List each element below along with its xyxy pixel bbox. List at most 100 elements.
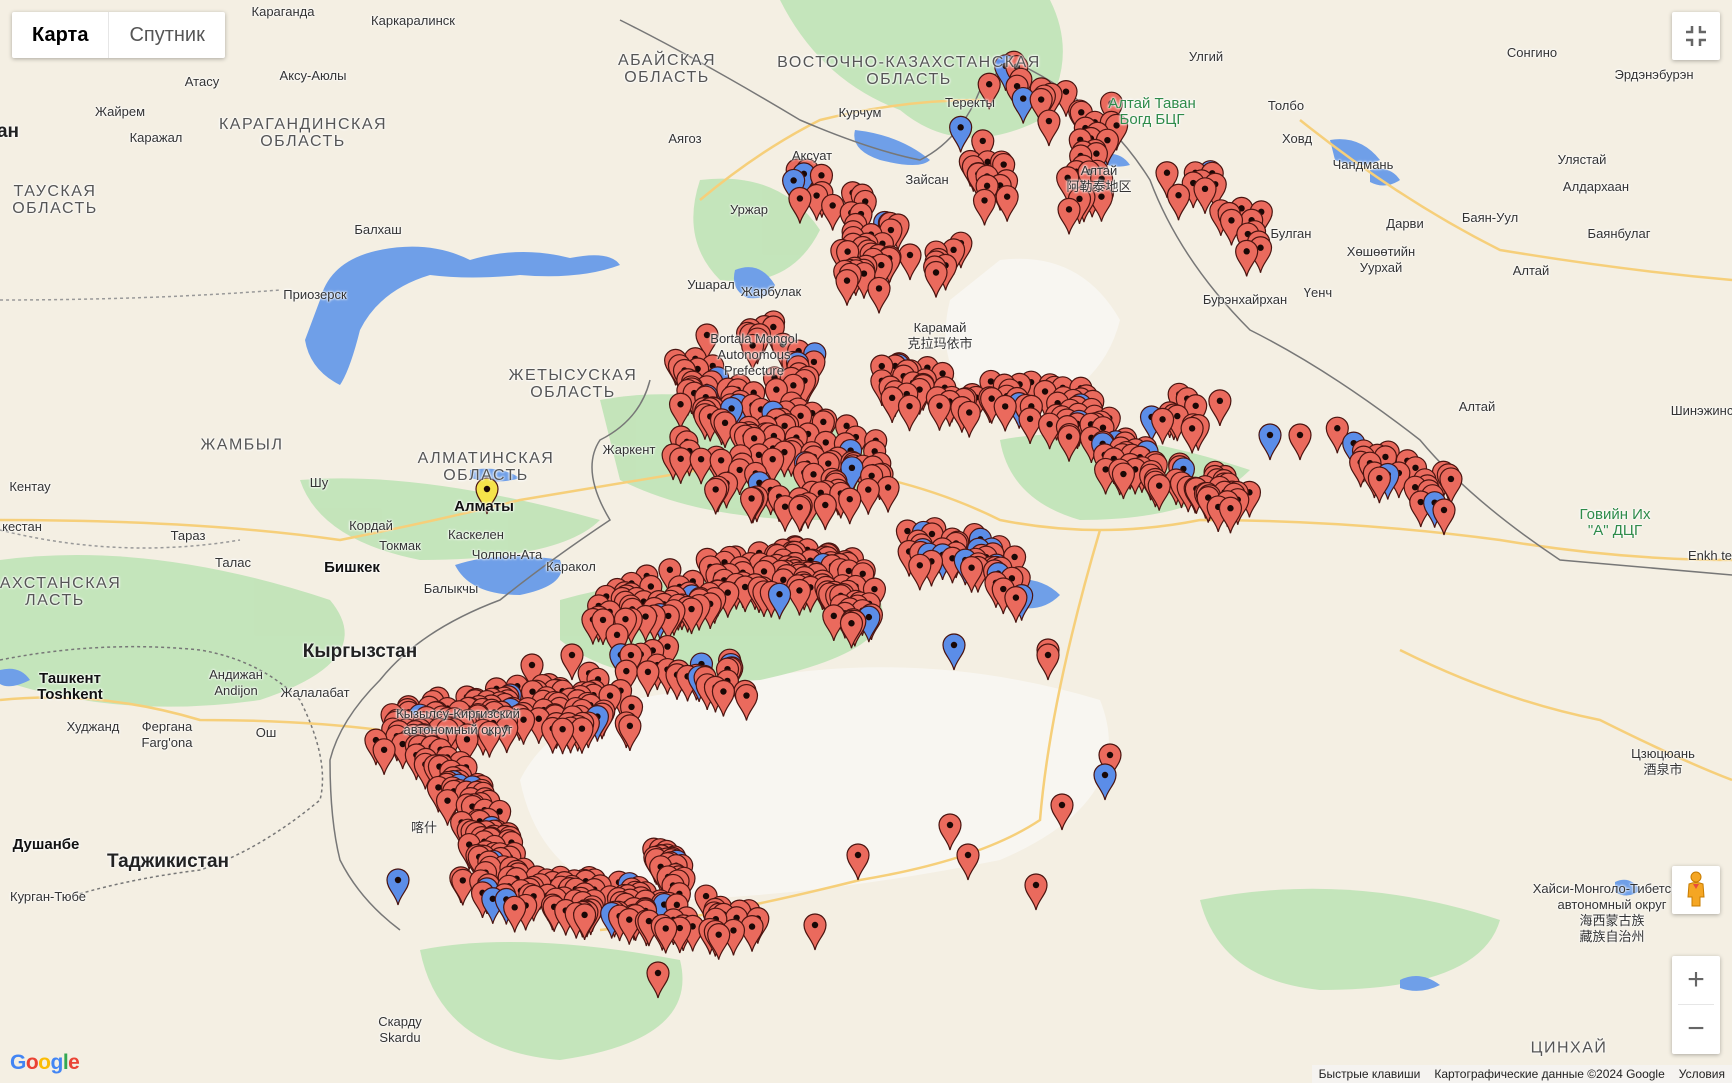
map-marker-red[interactable] bbox=[972, 188, 997, 226]
map-marker-red[interactable] bbox=[617, 908, 641, 945]
map-marker-blue[interactable] bbox=[1258, 423, 1282, 461]
map-marker-red[interactable] bbox=[839, 611, 864, 649]
map-marker-red[interactable] bbox=[813, 493, 837, 531]
map-marker-red[interactable] bbox=[835, 269, 859, 306]
map-marker-red[interactable] bbox=[1029, 87, 1053, 125]
map-marker-blue[interactable] bbox=[949, 115, 973, 153]
map-marker-red[interactable] bbox=[695, 323, 719, 361]
map-marker-red[interactable] bbox=[1432, 498, 1456, 536]
map-marker-blue[interactable] bbox=[1093, 763, 1117, 801]
map-marker-red[interactable] bbox=[1024, 873, 1048, 911]
map-marker-red[interactable] bbox=[707, 923, 731, 960]
map-marker-red[interactable] bbox=[739, 486, 764, 524]
map-marker-red[interactable] bbox=[711, 679, 736, 717]
map-marker-red[interactable] bbox=[788, 495, 812, 533]
map-marker-red[interactable] bbox=[1218, 496, 1243, 534]
map-marker-red[interactable] bbox=[503, 895, 527, 933]
map-marker-red[interactable] bbox=[740, 915, 764, 952]
map-marker-blue[interactable] bbox=[767, 582, 792, 620]
map-marker-red[interactable] bbox=[1180, 416, 1204, 454]
map-marker-yellow[interactable] bbox=[475, 477, 499, 515]
map-marker-red[interactable] bbox=[867, 276, 891, 314]
map-marker-red[interactable] bbox=[741, 333, 765, 371]
map-marker-red[interactable] bbox=[1038, 412, 1062, 450]
map-marker-red[interactable] bbox=[654, 916, 678, 954]
map-marker-red[interactable] bbox=[1004, 586, 1028, 623]
map-marker-red[interactable] bbox=[618, 714, 642, 752]
map-marker-red[interactable] bbox=[1288, 423, 1312, 461]
map-marker-red[interactable] bbox=[803, 913, 827, 951]
map-marker-red[interactable] bbox=[938, 813, 962, 851]
map-type-map-button[interactable]: Карта bbox=[12, 12, 110, 58]
fullscreen-exit-icon bbox=[1686, 26, 1706, 46]
map-marker-red[interactable] bbox=[980, 387, 1004, 424]
google-logo[interactable]: Google bbox=[10, 1051, 80, 1074]
map-marker-red[interactable] bbox=[570, 717, 594, 754]
map-marker-red[interactable] bbox=[1111, 462, 1136, 500]
map-marker-red[interactable] bbox=[646, 961, 670, 999]
map-marker-red[interactable] bbox=[689, 447, 713, 485]
map-marker-red[interactable] bbox=[1057, 197, 1081, 235]
map-marker-red[interactable] bbox=[897, 394, 922, 432]
map-marker-red[interactable] bbox=[477, 720, 502, 758]
map-marker-red[interactable] bbox=[551, 717, 575, 755]
map-marker-red[interactable] bbox=[636, 660, 660, 698]
map-marker-blue[interactable] bbox=[1011, 87, 1035, 124]
map-marker-red[interactable] bbox=[679, 597, 704, 635]
map-marker-red[interactable] bbox=[1057, 425, 1081, 462]
map-marker-red[interactable] bbox=[668, 392, 693, 430]
map-marker-red[interactable] bbox=[956, 843, 980, 881]
map-marker-red[interactable] bbox=[1036, 643, 1060, 681]
map-marker-red[interactable] bbox=[1166, 183, 1191, 221]
map-marker-blue[interactable] bbox=[386, 868, 410, 906]
map-marker-red[interactable] bbox=[1193, 177, 1217, 214]
map-marker-red[interactable] bbox=[788, 186, 812, 224]
map-marker-red[interactable] bbox=[993, 394, 1017, 432]
map-marker-red[interactable] bbox=[1150, 407, 1175, 445]
map-marker-red[interactable] bbox=[876, 475, 900, 513]
map-marker-red[interactable] bbox=[957, 400, 981, 438]
map-label-place: Дарви bbox=[1386, 216, 1424, 231]
map-marker-red[interactable] bbox=[669, 447, 693, 484]
map-marker-red[interactable] bbox=[838, 487, 862, 525]
map-marker-red[interactable] bbox=[898, 243, 922, 281]
map-label-place: Курган-Тюбе bbox=[9, 889, 87, 904]
map-marker-red[interactable] bbox=[455, 727, 479, 765]
map-marker-red[interactable] bbox=[451, 868, 475, 906]
map-marker-red[interactable] bbox=[787, 578, 812, 616]
map-marker-red[interactable] bbox=[572, 903, 597, 941]
map-marker-red[interactable] bbox=[977, 72, 1001, 110]
map-marker-red[interactable] bbox=[1099, 91, 1124, 129]
map-marker-red[interactable] bbox=[1439, 467, 1463, 505]
map-marker-red[interactable] bbox=[1050, 793, 1074, 831]
map-marker-red[interactable] bbox=[959, 556, 984, 593]
terms-link[interactable]: Условия bbox=[1678, 1067, 1725, 1081]
map-marker-red[interactable] bbox=[435, 789, 460, 826]
map-marker-red[interactable] bbox=[995, 185, 1019, 222]
map-marker-red[interactable] bbox=[1056, 166, 1080, 203]
zoom-out-button[interactable]: − bbox=[1687, 1012, 1705, 1045]
map-marker-red[interactable] bbox=[927, 394, 952, 431]
map-marker-red[interactable] bbox=[1089, 185, 1114, 222]
fullscreen-button[interactable] bbox=[1672, 12, 1720, 60]
map-marker-red[interactable] bbox=[1367, 466, 1391, 504]
map-marker-red[interactable] bbox=[908, 553, 932, 591]
map-type-satellite-button[interactable]: Спутник bbox=[129, 24, 205, 46]
map-marker-red[interactable] bbox=[1208, 389, 1232, 426]
map-marker-red[interactable] bbox=[704, 477, 728, 515]
map-marker-red[interactable] bbox=[1235, 239, 1259, 277]
keyboard-shortcuts-link[interactable]: Быстрые клавиши bbox=[1318, 1067, 1421, 1081]
map-marker-red[interactable] bbox=[1147, 474, 1171, 511]
map-marker-red[interactable] bbox=[1155, 161, 1179, 198]
zoom-in-button[interactable]: + bbox=[1687, 963, 1705, 996]
map-marker-red[interactable] bbox=[924, 260, 948, 298]
street-view-pegman-button[interactable] bbox=[1672, 866, 1720, 914]
map-marker-red[interactable] bbox=[560, 643, 584, 681]
map-marker-red[interactable] bbox=[846, 843, 870, 881]
map-marker-blue[interactable] bbox=[942, 633, 966, 671]
map-marker-red[interactable] bbox=[1037, 109, 1061, 147]
map-marker-red[interactable] bbox=[1018, 407, 1042, 445]
map-marker-red[interactable] bbox=[734, 684, 759, 721]
map-marker-red[interactable] bbox=[372, 738, 396, 775]
